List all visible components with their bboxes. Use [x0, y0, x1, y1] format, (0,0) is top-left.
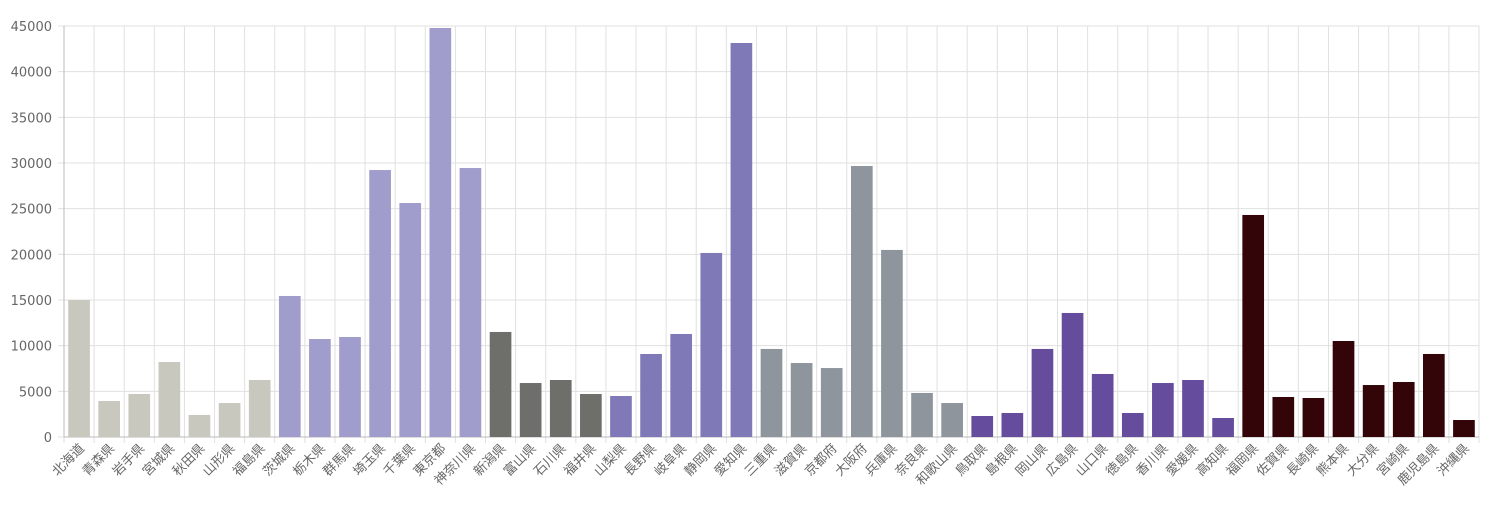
bar	[1061, 312, 1084, 437]
bar	[248, 380, 271, 437]
y-tick-label: 15000	[11, 294, 52, 309]
x-tick-label: 山口県	[1073, 441, 1111, 479]
x-tick-label: 新潟県	[470, 441, 509, 480]
x-tick-label: 山形県	[200, 441, 238, 479]
bar	[670, 333, 693, 437]
bar	[1362, 385, 1385, 437]
x-tick-label: 茨城県	[260, 441, 298, 479]
x-tick-label: 北海道	[50, 441, 88, 479]
x-tick-label: 石川県	[531, 441, 569, 479]
bar	[459, 168, 482, 438]
bar	[730, 42, 753, 437]
x-tick-label: 兵庫県	[863, 441, 901, 479]
bar	[580, 393, 602, 437]
x-tick-label: 岩手県	[110, 441, 148, 479]
bar	[850, 166, 873, 437]
bar	[1212, 418, 1234, 437]
bar	[218, 403, 241, 437]
bar	[1242, 214, 1265, 437]
bar	[429, 28, 452, 437]
x-tick-label: 福岡県	[1224, 441, 1262, 479]
x-tick-label: 沖縄県	[1435, 441, 1473, 479]
bar	[610, 395, 632, 437]
x-tick-label: 大阪府	[832, 441, 870, 479]
bar	[1121, 412, 1144, 437]
x-tick-label: 山梨県	[592, 441, 630, 479]
x-tick-label: 佐賀県	[1254, 441, 1292, 479]
bar	[549, 380, 572, 437]
x-tick-label: 三重県	[741, 441, 780, 480]
bar	[1453, 420, 1475, 437]
x-tick-label: 岐阜県	[651, 441, 690, 480]
bar	[489, 331, 512, 437]
bar	[1091, 373, 1114, 437]
x-tick-label: 栃木県	[291, 441, 329, 479]
y-tick-label: 20000	[11, 248, 52, 263]
x-tick-label: 長崎県	[1284, 441, 1322, 479]
x-tick-label: 千葉県	[381, 441, 419, 479]
bar	[790, 363, 813, 437]
bar	[1152, 383, 1174, 437]
bar	[941, 403, 963, 437]
x-tick-label: 愛知県	[711, 441, 750, 480]
bar	[1423, 353, 1445, 437]
x-tick-label: 岡山県	[1013, 441, 1051, 479]
y-tick-label: 5000	[19, 385, 52, 400]
y-tick-label: 10000	[11, 340, 52, 355]
bar	[881, 249, 903, 437]
bar	[1272, 396, 1295, 437]
bar	[1392, 382, 1415, 437]
x-tick-label: 秋田県	[170, 441, 208, 479]
bar	[369, 170, 391, 438]
x-tick-label: 滋賀県	[772, 441, 810, 479]
bar	[971, 415, 994, 437]
bar	[820, 368, 843, 437]
bar	[309, 338, 331, 437]
x-tick-label: 広島県	[1043, 441, 1081, 479]
x-tick-label: 福井県	[561, 441, 599, 479]
x-tick-label: 静岡県	[682, 441, 720, 479]
bar	[760, 348, 783, 437]
x-tick-label: 徳島県	[1103, 441, 1141, 479]
bar	[399, 203, 422, 437]
y-tick-label: 40000	[11, 66, 52, 81]
x-tick-label: 愛媛県	[1164, 441, 1202, 479]
x-tick-label: 大分県	[1344, 441, 1382, 479]
x-tick-label: 宮城県	[139, 441, 178, 480]
x-tick-label: 埼玉県	[351, 441, 389, 479]
bar	[339, 336, 361, 437]
x-tick-label: 群馬県	[321, 441, 359, 479]
bar	[911, 392, 933, 437]
y-tick-label: 30000	[11, 157, 52, 172]
bar	[128, 393, 151, 437]
bar	[68, 300, 90, 437]
x-tick-label: 富山県	[501, 441, 540, 480]
bar	[700, 252, 723, 437]
x-tick-label: 香川県	[1134, 441, 1172, 479]
bar	[640, 353, 662, 437]
x-tick-label: 島根県	[983, 441, 1021, 479]
y-tick-label: 0	[44, 431, 52, 446]
y-tick-label: 25000	[11, 203, 52, 218]
bar	[1031, 348, 1054, 437]
x-tick-label: 熊本県	[1313, 441, 1352, 480]
bar	[519, 383, 542, 437]
x-tick-label: 長野県	[622, 441, 660, 479]
bar	[188, 414, 211, 437]
bar	[98, 401, 120, 437]
x-tick-label: 京都府	[802, 441, 840, 479]
x-tick-label: 高知県	[1193, 441, 1232, 480]
bar	[1182, 380, 1204, 437]
bar	[158, 362, 181, 437]
bar	[278, 295, 301, 437]
y-tick-label: 45000	[11, 20, 52, 35]
bar	[1302, 398, 1325, 437]
x-tick-label: 青森県	[80, 441, 118, 479]
x-tick-label: 福島県	[230, 441, 268, 479]
bar	[1001, 412, 1024, 437]
bar	[1332, 341, 1355, 437]
y-tick-label: 35000	[11, 111, 52, 126]
x-tick-label: 鳥取県	[953, 441, 991, 479]
